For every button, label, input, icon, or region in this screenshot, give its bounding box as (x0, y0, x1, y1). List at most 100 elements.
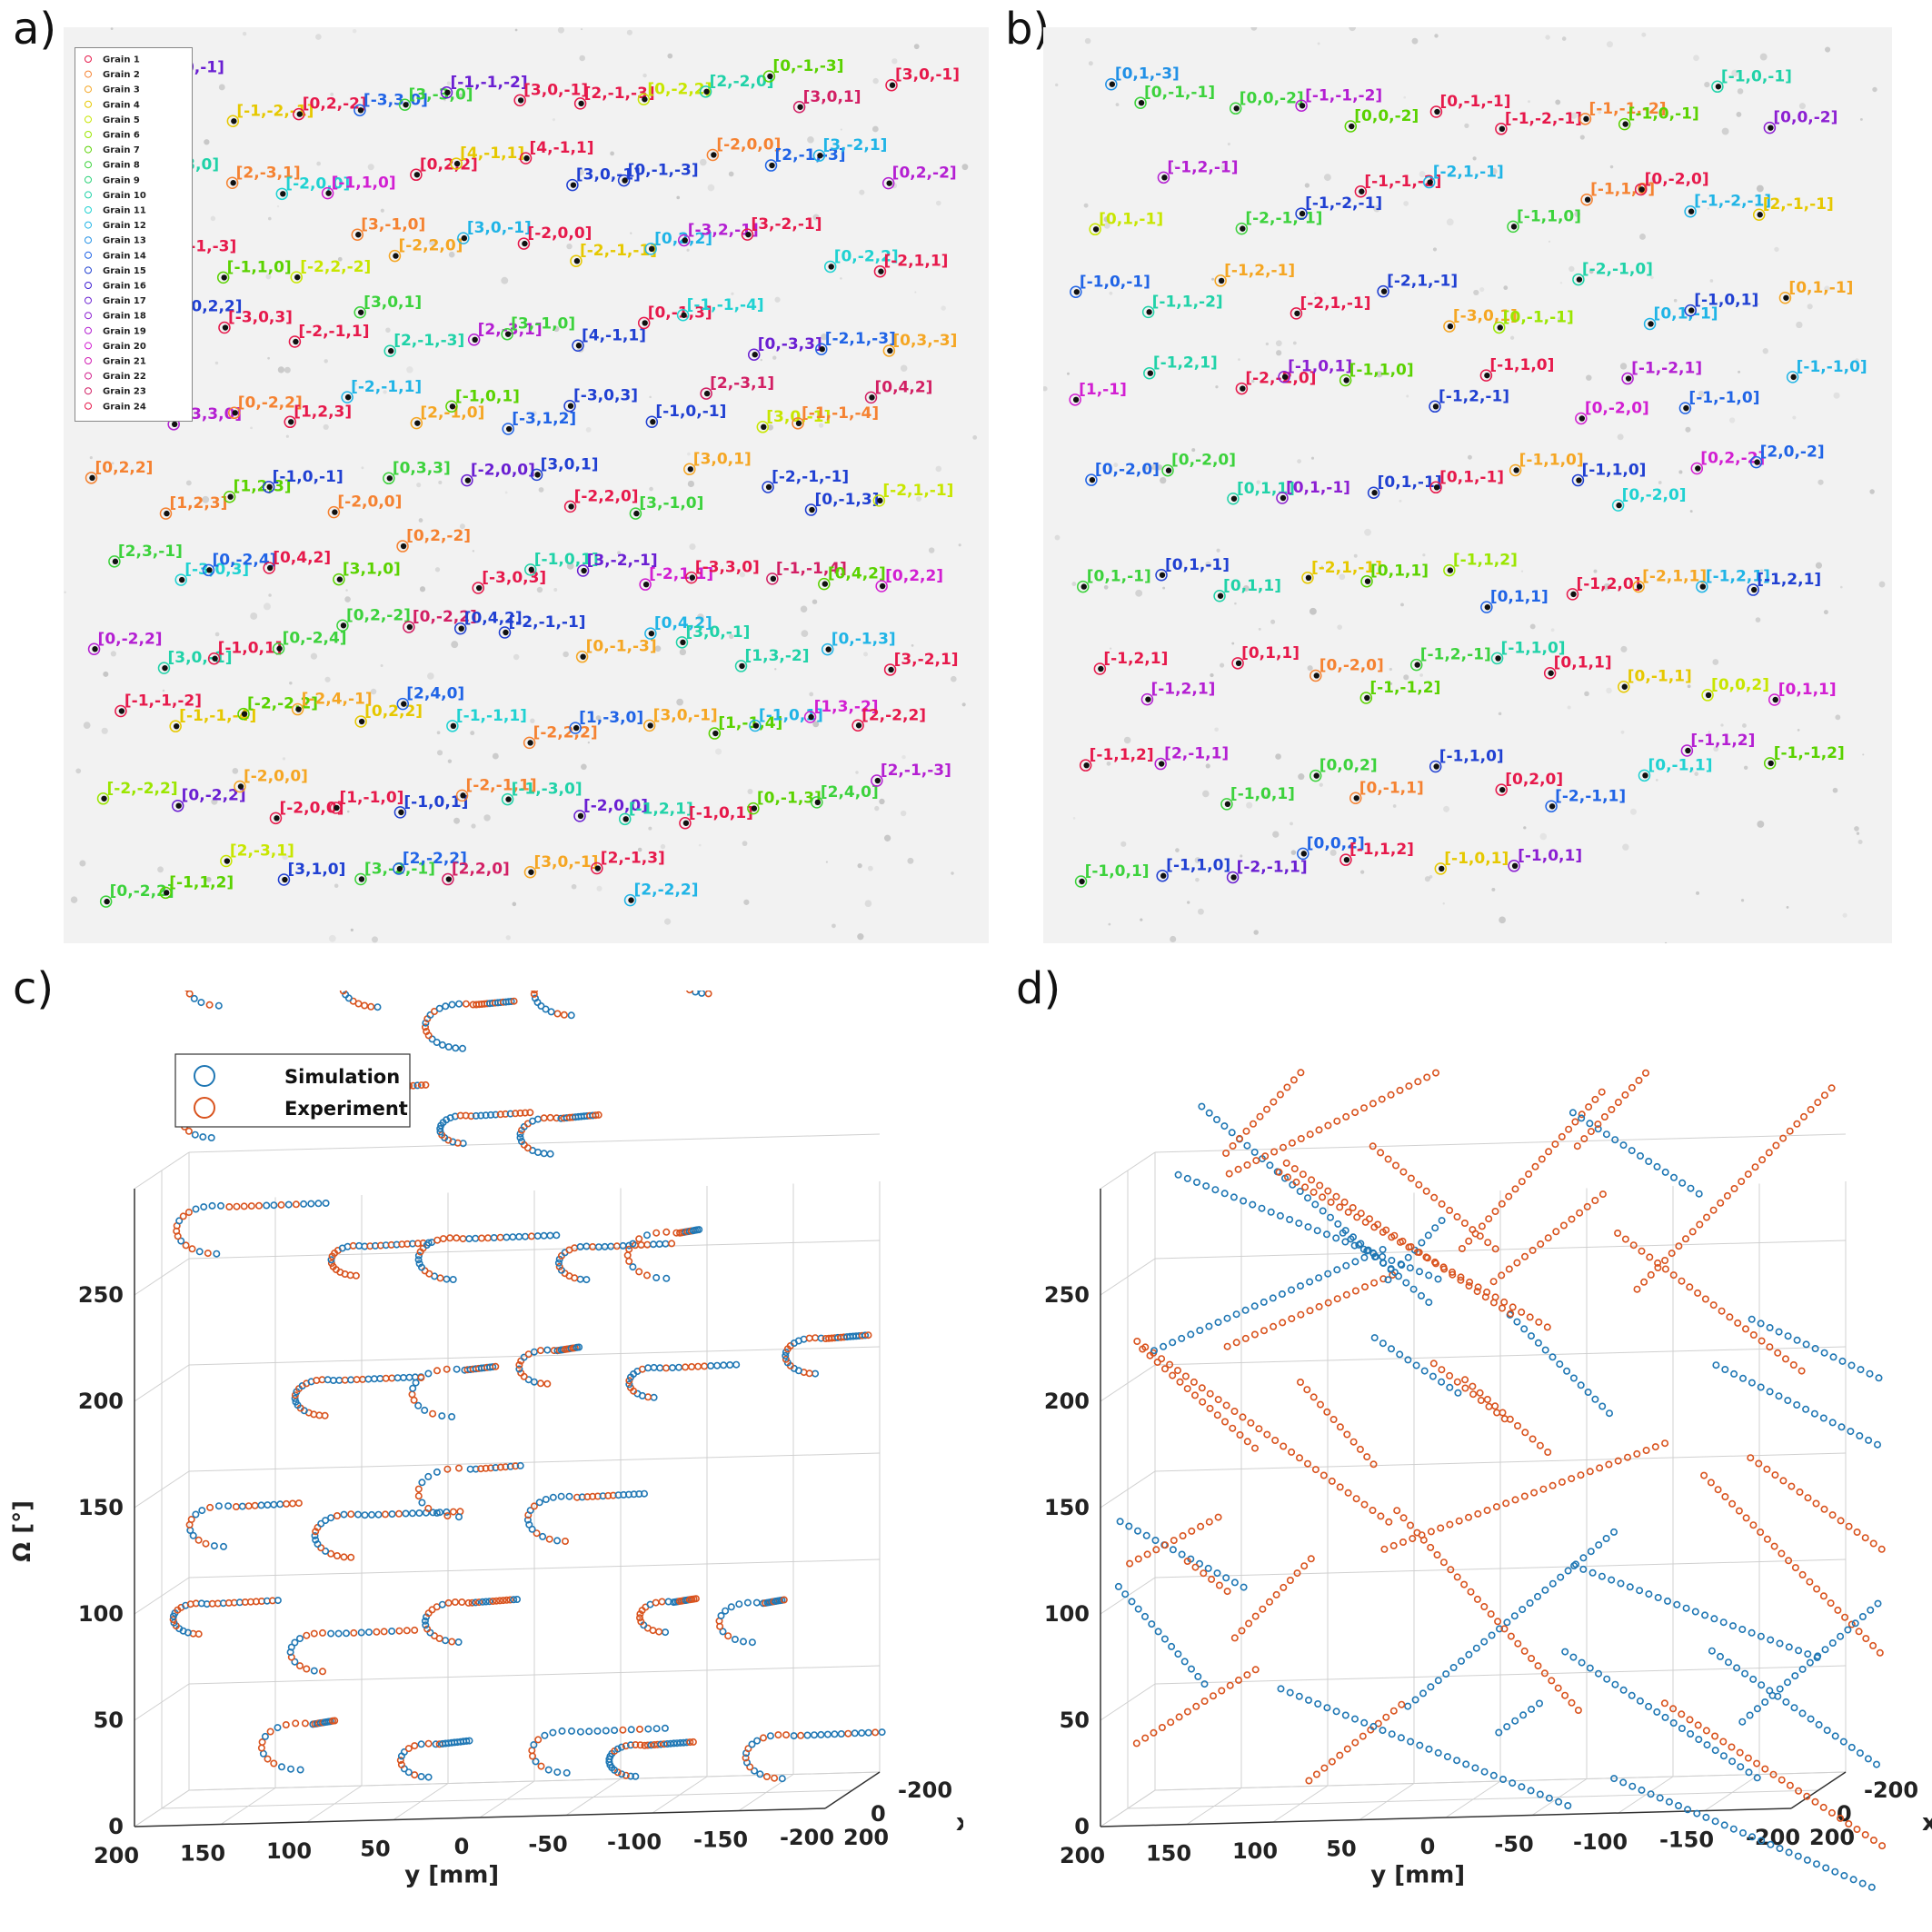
a-speckle (427, 672, 434, 680)
a-speckle (679, 648, 687, 656)
a-spot: [-1,0,1] (679, 804, 753, 830)
c-simulation-point (878, 1728, 886, 1737)
a-speckle (667, 53, 673, 59)
d-omega-tick: 50 (1060, 1708, 1090, 1733)
c-simulation-point (422, 1621, 430, 1629)
b-speckle (1298, 773, 1305, 781)
a-spot-blob (280, 191, 286, 197)
a-spot-blob (506, 425, 513, 433)
c-simulation-point (296, 1766, 304, 1774)
a-spot: [-2,1,-3] (815, 330, 896, 355)
d-simulation-point (1768, 1691, 1777, 1699)
c-experiment-point (762, 1772, 771, 1780)
d-experiment-point (1448, 1268, 1456, 1276)
c-simulation-point (189, 1531, 197, 1539)
b-spot: [0,1,1] (1360, 563, 1429, 588)
c-simulation-point (540, 1231, 548, 1240)
b-speckle (1741, 722, 1747, 728)
c-experiment-point (449, 1508, 457, 1516)
b-spot: [0,-2,0] (1161, 452, 1236, 477)
a-speckle (512, 901, 517, 907)
legend-grain-label: Grain 21 (103, 357, 146, 367)
a-spot-blob (357, 309, 364, 315)
c-experiment-point (282, 1720, 290, 1728)
b-speckle (1290, 850, 1297, 855)
d-y-tick: -50 (1494, 1832, 1533, 1857)
c-simulation-point (517, 1138, 525, 1146)
b-spot-blob (1138, 99, 1145, 106)
a-spot-blob (453, 160, 461, 167)
b-spot-marker (1074, 875, 1088, 888)
d-grid-line (1127, 1789, 1819, 1809)
b-hkl-label: [-1,-2,1] (1631, 360, 1702, 378)
c-x-tick: 0 (871, 1801, 886, 1827)
panel-label-d: d) (1016, 963, 1061, 1014)
a-spot-blob (355, 232, 362, 238)
d-experiment-point (1651, 1443, 1659, 1451)
a-hkl-label: [1,-3,0] (579, 709, 643, 727)
a-speckle (571, 883, 577, 890)
d-simulation-point (1277, 1685, 1285, 1693)
c-experiment-point (517, 1369, 525, 1377)
c-experiment-point (310, 1629, 318, 1638)
d-experiment-point (1531, 1162, 1539, 1170)
b-speckle (1567, 705, 1571, 710)
b-spot: [0,-2,0] (1575, 399, 1649, 425)
c-experiment-point (403, 1627, 411, 1635)
d-experiment-point (1678, 1277, 1686, 1285)
b-spot: [0,1,-1] (1778, 279, 1853, 304)
c-simulation-point (170, 1618, 178, 1627)
c-experiment-point (294, 1499, 303, 1508)
a-hkl-label: [0,2,2] (95, 459, 154, 477)
a-speckle (428, 238, 436, 246)
d-simulation-point (1654, 1593, 1662, 1601)
a-spot-marker (519, 152, 533, 164)
a-spot-blob (647, 722, 653, 729)
a-spot: [-2,0,0] (573, 797, 648, 822)
d-experiment-point (1628, 1083, 1636, 1091)
c-simulation-point (557, 1266, 565, 1274)
d-experiment-point (1310, 1393, 1318, 1401)
legend-grain-marker (85, 342, 92, 350)
legend-grain-label: Grain 18 (103, 312, 146, 322)
b-hkl-label: [-1,1,2] (1090, 746, 1154, 764)
d-experiment-point (1568, 1698, 1576, 1707)
legend-grain-label: Grain 14 (103, 251, 146, 261)
a-spot-marker (290, 271, 303, 284)
a-spot-marker (576, 564, 590, 577)
a-spot-marker (821, 642, 834, 656)
c-experiment-point (424, 1739, 433, 1748)
d-simulation-point (1116, 1518, 1124, 1526)
b-speckle (1598, 111, 1601, 115)
d-experiment-point (1544, 1448, 1552, 1456)
b-spot-blob (1699, 583, 1707, 590)
d-experiment-point (1175, 1713, 1183, 1721)
d-simulation-point (1196, 1326, 1204, 1334)
a-hkl-label: [3,-2,1] (894, 651, 959, 669)
d-experiment-point (1387, 1090, 1395, 1099)
b-spot-marker (1545, 800, 1558, 813)
c-experiment-point (502, 1110, 510, 1118)
c-x-tick: -200 (898, 1778, 952, 1803)
a-speckle (361, 466, 364, 470)
c-simulation-point (831, 1730, 839, 1738)
a-hkl-label: [1,2,3] (294, 403, 352, 421)
b-speckle (1140, 918, 1143, 921)
b-spot-blob (1081, 583, 1087, 590)
d-simulation-point (1125, 1522, 1133, 1530)
a-hkl-label: [2,4,0] (821, 783, 879, 802)
c-experiment-point (204, 1250, 212, 1258)
b-spot-blob (1439, 865, 1445, 872)
a-spot: [0,4,2] (864, 378, 932, 404)
b-spot-marker (1566, 588, 1579, 601)
d-experiment-point (1819, 1592, 1827, 1600)
d-simulation-point (1286, 1688, 1294, 1697)
d-simulation-point (1527, 1332, 1535, 1340)
a-spot: [2,-1,-3] (573, 85, 655, 110)
a-spot: [0,-2,2] (99, 882, 174, 908)
d-simulation-point (1638, 1786, 1646, 1794)
b-spot-marker (1495, 783, 1508, 796)
d-simulation-point (1828, 1419, 1837, 1427)
legend-grain-label: Grain 24 (103, 402, 146, 412)
a-spot: [3,0,1] (792, 88, 861, 114)
